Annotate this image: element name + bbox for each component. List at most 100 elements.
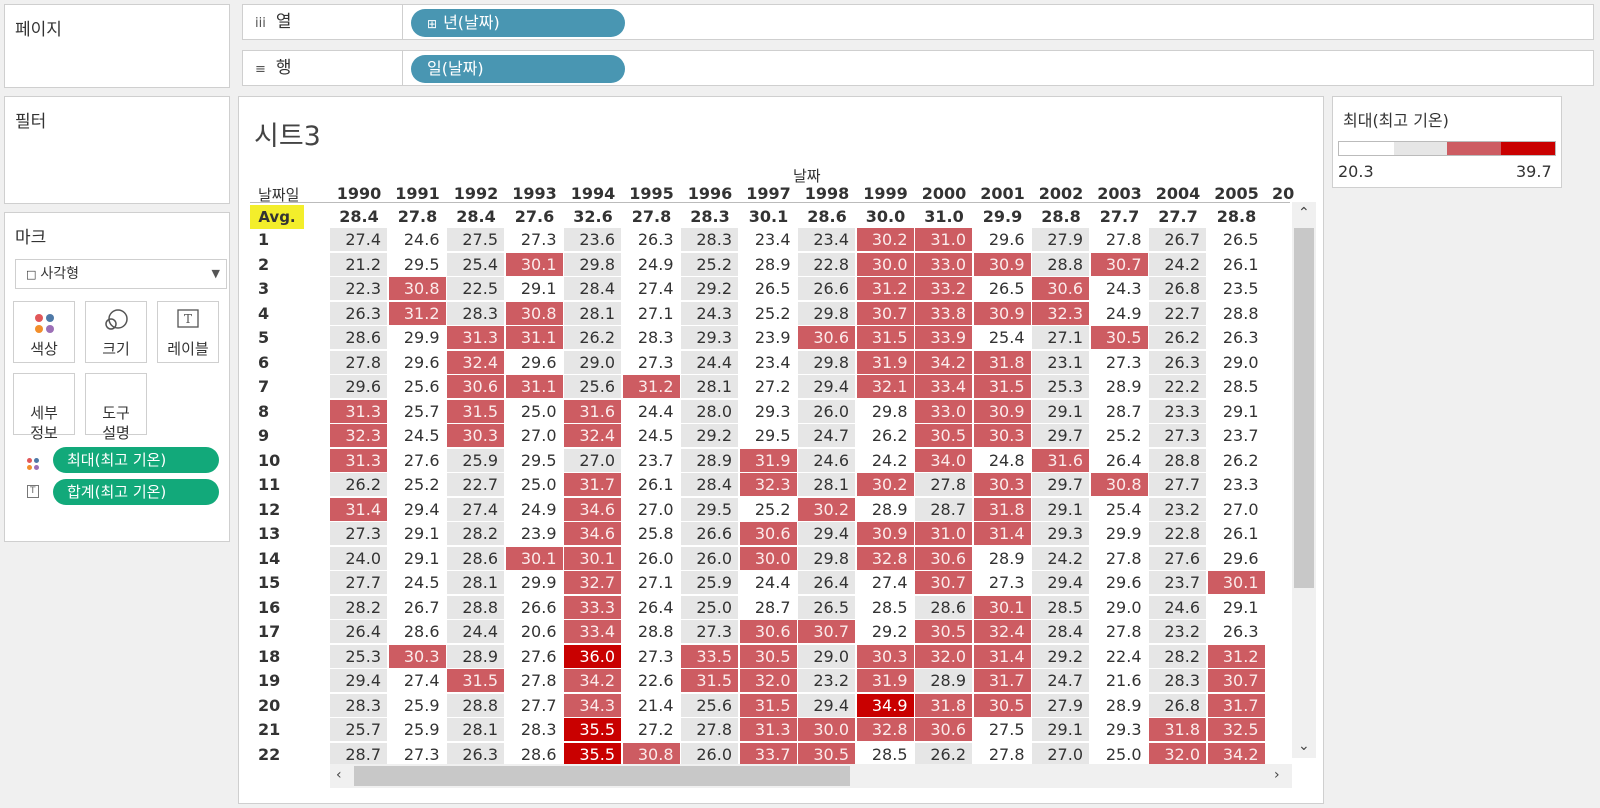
heatmap-cell[interactable]: 28.6 (505, 742, 563, 766)
heatmap-cell[interactable]: 36.0 (564, 644, 621, 668)
heatmap-cell[interactable]: 24.4 (622, 399, 680, 423)
columns-shelf[interactable]: iii 열 ⊞ 년(날짜) (242, 4, 1594, 40)
heatmap-cell[interactable]: 26.8 (1149, 693, 1206, 717)
heatmap-cell[interactable]: 27.4 (856, 571, 914, 594)
heatmap-cell[interactable]: 29.2 (681, 277, 738, 300)
day-row-header[interactable]: 17 (258, 622, 281, 641)
heatmap-cell[interactable]: 33.2 (915, 277, 972, 300)
heatmap-cell[interactable]: 30.2 (798, 497, 855, 521)
heatmap-cell[interactable]: 25.4 (1090, 497, 1148, 521)
heatmap-cell[interactable]: 30.1 (1207, 571, 1265, 594)
heatmap-cell[interactable]: 32.4 (973, 620, 1031, 643)
heatmap-cell[interactable]: 30.6 (915, 546, 972, 570)
heatmap-cell[interactable]: 24.5 (388, 571, 446, 594)
heatmap-cell[interactable]: 24.2 (1032, 546, 1089, 570)
heatmap-cell[interactable]: 24.9 (1090, 301, 1148, 325)
heatmap-cell[interactable]: 29.1 (1207, 595, 1265, 619)
heatmap-cell[interactable]: 32.0 (915, 644, 972, 668)
heatmap-cell[interactable]: 29.6 (505, 350, 563, 374)
heatmap-cell[interactable]: 28.7 (1090, 399, 1148, 423)
heatmap-cell[interactable]: 22.7 (447, 473, 504, 496)
heatmap-cell[interactable]: 28.8 (1032, 252, 1089, 276)
heatmap-cell[interactable]: 29.4 (1032, 571, 1089, 594)
heatmap-cell[interactable]: 32.8 (856, 546, 914, 570)
heatmap-cell[interactable]: 31.8 (973, 350, 1031, 374)
heatmap-cell[interactable]: 24.4 (447, 620, 504, 643)
heatmap-cell[interactable]: 27.3 (505, 228, 563, 251)
heatmap-cell[interactable]: 31.9 (856, 350, 914, 374)
heatmap-cell[interactable]: 29.4 (798, 375, 855, 398)
heatmap-cell[interactable]: 30.7 (1090, 252, 1148, 276)
heatmap-cell[interactable]: 27.3 (1090, 350, 1148, 374)
max-temp-color-pill[interactable]: 최대(최고 기온) (53, 447, 219, 473)
heatmap-cell[interactable]: 28.9 (973, 546, 1031, 570)
heatmap-cell[interactable]: 32.4 (564, 424, 621, 447)
heatmap-cell[interactable]: 23.7 (622, 448, 680, 472)
heatmap-cell[interactable]: 28.8 (622, 620, 680, 643)
heatmap-cell[interactable]: 27.2 (739, 375, 797, 398)
tooltip-button[interactable]: 도구 설명 (85, 373, 147, 442)
year-header[interactable]: 1993 (512, 184, 557, 203)
heatmap-cell[interactable]: 31.4 (973, 522, 1031, 545)
heatmap-cell[interactable]: 32.7 (564, 571, 621, 594)
heatmap-cell[interactable]: 28.2 (330, 595, 387, 619)
heatmap-cell[interactable]: 33.4 (915, 375, 972, 398)
heatmap-cell[interactable]: 29.6 (1090, 571, 1148, 594)
row-field-header[interactable]: 날짜일 (258, 186, 300, 204)
heatmap-cell[interactable]: 31.6 (1032, 448, 1089, 472)
heatmap-cell[interactable]: 28.5 (856, 742, 914, 766)
heatmap-cell[interactable]: 30.3 (388, 644, 446, 668)
heatmap-cell[interactable]: 25.6 (388, 375, 446, 398)
heatmap-cell[interactable]: 27.1 (622, 571, 680, 594)
heatmap-cell[interactable]: 31.8 (915, 693, 972, 717)
heatmap-cell[interactable]: 22.8 (1149, 522, 1206, 545)
mark-type-dropdown[interactable]: □ 사각형 ▼ (15, 259, 227, 289)
heatmap-cell[interactable]: 25.9 (447, 448, 504, 472)
heatmap-cell[interactable]: 22.7 (1149, 301, 1206, 325)
heatmap-cell[interactable]: 29.3 (1090, 718, 1148, 741)
heatmap-cell[interactable]: 27.0 (505, 424, 563, 447)
heatmap-cell[interactable]: 27.5 (973, 718, 1031, 741)
heatmap-cell[interactable]: 29.6 (973, 228, 1031, 251)
year-header[interactable]: 1997 (746, 184, 791, 203)
heatmap-cell[interactable]: 30.6 (739, 620, 797, 643)
heatmap-cell[interactable]: 29.8 (798, 350, 855, 374)
heatmap-cell[interactable]: 31.3 (447, 326, 504, 349)
heatmap-cell[interactable]: 26.5 (973, 277, 1031, 300)
heatmap-cell[interactable]: 22.8 (798, 252, 855, 276)
heatmap-cell[interactable]: 29.5 (505, 448, 563, 472)
heatmap-cell[interactable]: 27.2 (622, 718, 680, 741)
heatmap-cell[interactable]: 28.5 (1032, 595, 1089, 619)
heatmap-cell[interactable]: 28.8 (1207, 301, 1265, 325)
heatmap-cell[interactable]: 26.5 (798, 595, 855, 619)
heatmap-cell[interactable]: 25.0 (1090, 742, 1148, 766)
day-row-header[interactable]: 7 (258, 377, 270, 396)
day-row-header[interactable]: 22 (258, 744, 281, 764)
heatmap-cell[interactable]: 25.4 (973, 326, 1031, 349)
heatmap-cell[interactable]: 26.0 (681, 742, 738, 766)
heatmap-cell[interactable]: 30.3 (973, 473, 1031, 496)
heatmap-cell[interactable]: 28.9 (447, 644, 504, 668)
heatmap-cell[interactable]: 24.3 (1090, 277, 1148, 300)
heatmap-cell[interactable]: 34.2 (915, 350, 972, 374)
heatmap-cell[interactable]: 24.6 (798, 448, 855, 472)
heatmap-cell[interactable]: 24.9 (505, 497, 563, 521)
heatmap-cell[interactable]: 27.6 (1149, 546, 1206, 570)
heatmap-cell[interactable]: 21.6 (1090, 669, 1148, 692)
heatmap-cell[interactable]: 34.2 (564, 669, 621, 692)
heatmap-cell[interactable]: 30.8 (622, 742, 680, 766)
heatmap-cell[interactable]: 30.5 (915, 620, 972, 643)
heatmap-cell[interactable]: 31.9 (856, 669, 914, 692)
scroll-up-icon[interactable]: ⌃ (1298, 205, 1310, 221)
heatmap-cell[interactable]: 29.8 (856, 399, 914, 423)
year-header[interactable]: 1991 (395, 184, 440, 203)
heatmap-cell[interactable]: 28.7 (330, 742, 387, 766)
heatmap-cell[interactable]: 28.9 (739, 252, 797, 276)
heatmap-cell[interactable]: 24.8 (973, 448, 1031, 472)
heatmap-cell[interactable]: 29.3 (1032, 522, 1089, 545)
heatmap-cell[interactable]: 32.4 (447, 350, 504, 374)
heatmap-cell[interactable]: 28.1 (447, 571, 504, 594)
heatmap-cell[interactable]: 28.8 (1149, 448, 1206, 472)
heatmap-cell[interactable]: 30.5 (798, 742, 855, 766)
heatmap-cell[interactable]: 26.1 (1207, 252, 1265, 276)
